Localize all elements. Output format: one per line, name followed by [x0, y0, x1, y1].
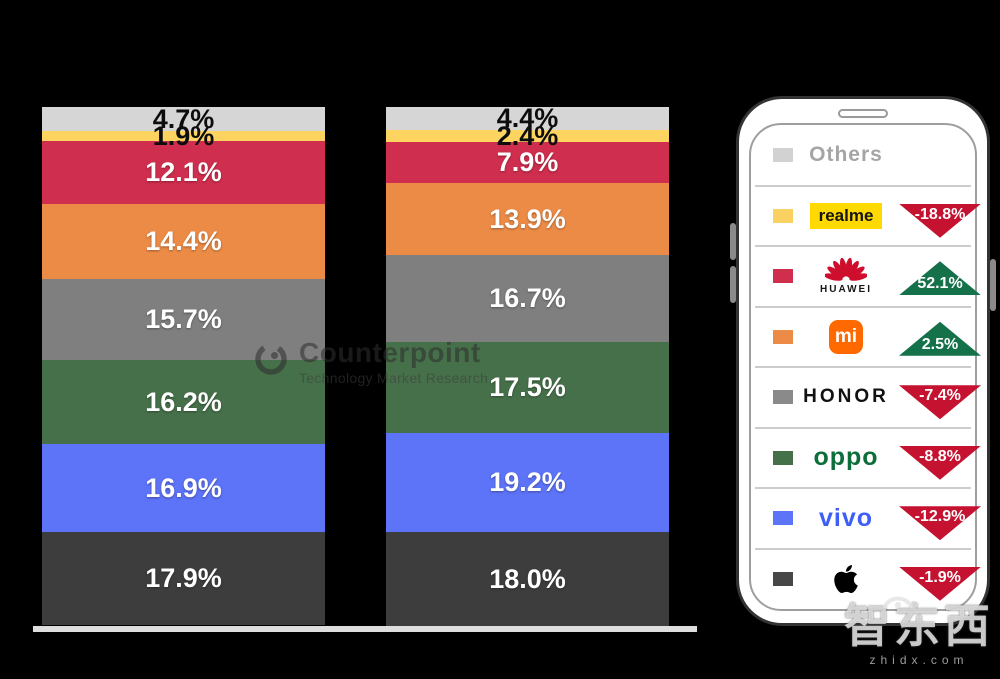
legend-row-apple: -1.9%	[751, 547, 981, 610]
change-value: 52.1%	[917, 275, 963, 293]
legend-swatch	[773, 148, 793, 163]
change-value: -1.9%	[919, 568, 961, 586]
huawei-wordmark: HUAWEI	[820, 284, 872, 296]
vivo-logo: vivo	[818, 503, 874, 532]
zhidx-logo-text: 智东西	[844, 600, 994, 652]
counterpoint-watermark: Counterpoint Technology Market Research	[252, 338, 488, 386]
bar-segment-others: 4.7%	[42, 103, 325, 134]
brand-logo-area: oppo	[793, 443, 899, 472]
zhidx-watermark: 智东西 zhidx.com	[844, 596, 994, 667]
bar-segment-value: 15.7%	[145, 304, 222, 335]
legend-row-honor: HONOR -7.4%	[751, 366, 981, 428]
phone-frame: Others realme -18.8% HUAWEI 52.1% mi 2.5% HONOR…	[730, 96, 996, 626]
legend-swatch	[773, 511, 793, 526]
huawei-logo: HUAWEI	[820, 257, 872, 295]
brand-logo-area: mi	[793, 319, 899, 354]
bar-segment-xiaomi: 13.9%	[386, 183, 669, 256]
bar-segment-apple: 18.0%	[386, 532, 669, 626]
bar-segment-value: 16.7%	[489, 283, 566, 314]
legend-swatch	[773, 571, 793, 586]
brand-logo-area: HUAWEI	[793, 257, 899, 295]
change-badge: -12.9%	[899, 506, 981, 541]
bar-segment-huawei: 12.1%	[42, 141, 325, 205]
bar-segment-oppo: 16.2%	[42, 360, 325, 445]
legend-row-vivo: vivo -12.9%	[751, 487, 981, 549]
change-badge: -18.8%	[899, 203, 981, 238]
realme-logo: realme	[809, 202, 883, 229]
bar-segment-vivo: 19.2%	[386, 432, 669, 533]
bar-segment-value: 17.9%	[145, 562, 222, 593]
change-badge: -8.8%	[899, 445, 981, 480]
bar-segment-value: 17.5%	[489, 371, 566, 402]
counterpoint-logo-icon	[252, 338, 290, 383]
legend-row-realme: realme -18.8%	[751, 184, 981, 247]
brand-logo-area: HONOR	[793, 386, 899, 408]
apple-logo-icon	[834, 564, 858, 593]
volume-up-button	[730, 223, 736, 260]
change-value: -8.8%	[919, 447, 961, 465]
bar-segment-value: 1.9%	[152, 120, 215, 151]
oppo-logo: oppo	[813, 443, 879, 472]
bar-segment-xiaomi: 14.4%	[42, 204, 325, 279]
legend-swatch	[773, 390, 793, 405]
bar-segment-oppo: 17.5%	[386, 342, 669, 433]
phone-speaker	[838, 109, 888, 118]
legend-list: Others realme -18.8% HUAWEI 52.1% mi 2.5% HONOR…	[749, 123, 981, 611]
others-label: Others	[809, 143, 883, 167]
bar-segment-value: 13.9%	[489, 203, 566, 234]
change-value: -18.8%	[914, 205, 966, 223]
legend-row-huawei: HUAWEI 52.1%	[751, 245, 981, 307]
legend-row-oppo: oppo -8.8%	[751, 426, 981, 489]
legend-row-xiaomi: mi 2.5%	[751, 305, 981, 368]
change-badge: 52.1%	[899, 261, 981, 296]
change-badge: -1.9%	[899, 566, 981, 601]
change-value: 2.5%	[921, 335, 959, 353]
bar-segment-value: 16.2%	[145, 386, 222, 417]
brand-logo-area: realme	[793, 202, 899, 229]
bar-segment-value: 19.2%	[489, 467, 566, 498]
watermark-title: Counterpoint	[299, 337, 481, 368]
bar-segment-value: 14.4%	[145, 225, 222, 256]
bar-segment-value: 4.4%	[496, 102, 559, 133]
legend-swatch	[773, 450, 793, 465]
bar-segment-huawei: 7.9%	[386, 142, 669, 184]
brand-logo-area: Others	[793, 143, 899, 167]
stacked-bar-right: 4.4% 2.4% 7.9% 13.9% 16.7% 17.5% 19.2% 18.0%	[386, 102, 669, 626]
volume-down-button	[730, 266, 736, 303]
bar-segment-value: 2.4%	[496, 120, 559, 151]
bar-segment-value: 16.9%	[145, 472, 222, 503]
bar-segment-value: 4.7%	[152, 103, 215, 134]
bar-segment-value: 7.9%	[496, 147, 559, 178]
honor-logo: HONOR	[803, 386, 889, 408]
bar-segment-value: 12.1%	[145, 157, 222, 188]
change-value: -12.9%	[914, 508, 966, 526]
bar-segment-honor: 15.7%	[42, 278, 325, 361]
legend-swatch	[773, 269, 793, 284]
change-value: -7.4%	[919, 387, 961, 405]
bar-segment-vivo: 16.9%	[42, 444, 325, 533]
bar-segment-realme: 2.4%	[386, 122, 669, 149]
bar-segment-honor: 16.7%	[386, 255, 669, 343]
stacked-bar-left: 4.7% 1.9% 12.1% 14.4% 15.7% 16.2% 16.9% 17.9%	[42, 103, 325, 625]
brand-logo-area: vivo	[793, 504, 899, 533]
watermark-subtitle: Technology Market Research	[299, 370, 489, 387]
change-badge: -7.4%	[899, 385, 981, 420]
huawei-flower-icon	[825, 258, 867, 282]
brand-logo-area	[793, 563, 899, 595]
bar-segment-realme: 1.9%	[42, 122, 325, 149]
legend-swatch	[773, 329, 793, 344]
xiaomi-logo: mi	[829, 319, 863, 354]
bar-segment-others: 4.4%	[386, 102, 669, 133]
x-axis-baseline	[33, 626, 697, 632]
bar-segment-value: 18.0%	[489, 563, 566, 594]
legend-row-others: Others	[751, 125, 975, 186]
change-badge: 2.5%	[899, 321, 981, 356]
power-button	[990, 259, 996, 311]
legend-swatch	[773, 208, 793, 223]
bar-segment-apple: 17.9%	[42, 532, 325, 625]
zhidx-domain: zhidx.com	[869, 653, 969, 667]
zhidx-arc-icon	[883, 596, 913, 608]
